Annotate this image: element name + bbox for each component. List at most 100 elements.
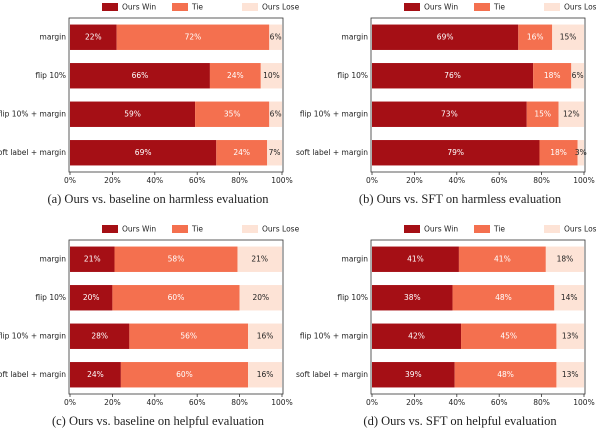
value-label: 39% bbox=[405, 370, 422, 379]
category-label: flip 10% bbox=[337, 293, 368, 302]
bar-segment bbox=[216, 140, 268, 166]
category-label: flip 10% bbox=[337, 71, 368, 80]
category-label: flip 10% bbox=[35, 293, 66, 302]
caption: (b) Ours vs. SFT on harmless evaluation bbox=[359, 192, 562, 206]
bar-segment bbox=[237, 246, 282, 272]
bar-segment bbox=[556, 323, 584, 349]
value-label: 21% bbox=[251, 254, 268, 263]
value-label: 73% bbox=[441, 109, 458, 118]
value-label: 35% bbox=[224, 109, 241, 118]
value-label: 24% bbox=[87, 370, 104, 379]
legend-label: Ours Lose bbox=[564, 225, 596, 234]
value-label: 6% bbox=[270, 109, 282, 118]
plot-frame bbox=[68, 17, 284, 173]
legend-swatch bbox=[102, 3, 118, 11]
legend-label: Ours Win bbox=[122, 225, 156, 234]
legend-swatch bbox=[474, 225, 490, 233]
bar-segment bbox=[239, 285, 282, 311]
bar-segment bbox=[372, 285, 453, 311]
bar-segment bbox=[556, 362, 584, 388]
bar-segment bbox=[267, 140, 282, 166]
x-tick-label: 20% bbox=[406, 176, 423, 185]
value-label: 20% bbox=[252, 293, 269, 302]
value-label: 58% bbox=[168, 254, 185, 263]
x-tick-label: 40% bbox=[146, 176, 163, 185]
value-label: 13% bbox=[562, 370, 579, 379]
value-label: 45% bbox=[500, 331, 517, 340]
x-tick-label: 100% bbox=[271, 176, 292, 185]
bar-segment bbox=[248, 362, 282, 388]
value-label: 48% bbox=[495, 293, 512, 302]
legend-label: Tie bbox=[493, 225, 505, 234]
value-label: 69% bbox=[437, 32, 454, 41]
value-label: 60% bbox=[176, 370, 193, 379]
bar-segment bbox=[114, 246, 238, 272]
x-tick-label: 60% bbox=[189, 398, 206, 407]
bar-segment bbox=[129, 323, 249, 349]
bar-segment bbox=[372, 24, 519, 50]
legend-swatch bbox=[404, 3, 420, 11]
value-label: 16% bbox=[527, 32, 544, 41]
bar-segment bbox=[120, 362, 249, 388]
value-label: 16% bbox=[257, 331, 274, 340]
value-label: 18% bbox=[550, 148, 567, 157]
value-label: 69% bbox=[135, 148, 152, 157]
bar-segment bbox=[372, 362, 455, 388]
bar-segment bbox=[70, 285, 113, 311]
bar-segment bbox=[461, 323, 557, 349]
bar-segment bbox=[269, 101, 282, 127]
bar-segment bbox=[554, 285, 584, 311]
bar-segment bbox=[70, 63, 210, 89]
bar-segment bbox=[269, 24, 282, 50]
value-label: 6% bbox=[572, 71, 584, 80]
value-label: 28% bbox=[91, 331, 108, 340]
category-label: flip 10% + margin bbox=[0, 331, 66, 340]
category-label: margin bbox=[342, 32, 369, 41]
category-label: flip 10% + margin bbox=[0, 109, 66, 118]
bar-segment bbox=[70, 323, 130, 349]
x-tick-label: 20% bbox=[406, 398, 423, 407]
value-label: 7% bbox=[269, 148, 281, 157]
value-label: 24% bbox=[233, 148, 250, 157]
bar-segment bbox=[260, 63, 282, 89]
bar-segment bbox=[545, 246, 584, 272]
x-tick-label: 40% bbox=[448, 176, 465, 185]
caption: (a) Ours vs. baseline on harmless evalua… bbox=[47, 192, 269, 206]
legend-swatch bbox=[404, 225, 420, 233]
bar-segment bbox=[452, 285, 555, 311]
value-label: 6% bbox=[270, 32, 282, 41]
legend-swatch bbox=[172, 225, 188, 233]
bar-segment bbox=[539, 140, 578, 166]
legend-swatch bbox=[242, 225, 258, 233]
bar-segment bbox=[372, 101, 527, 127]
bar-segment bbox=[209, 63, 261, 89]
x-tick-label: 40% bbox=[448, 398, 465, 407]
x-tick-label: 60% bbox=[189, 176, 206, 185]
bar-segment bbox=[372, 246, 459, 272]
legend-label: Tie bbox=[191, 225, 203, 234]
category-label: flip 10% + margin bbox=[300, 109, 368, 118]
bar-segment bbox=[533, 63, 572, 89]
value-label: 72% bbox=[185, 32, 202, 41]
value-label: 66% bbox=[132, 71, 149, 80]
category-label: flip 10% bbox=[35, 71, 66, 80]
value-label: 22% bbox=[85, 32, 102, 41]
category-label: margin bbox=[342, 254, 369, 263]
x-tick-label: 40% bbox=[146, 398, 163, 407]
bar-segment bbox=[558, 101, 584, 127]
legend-swatch bbox=[544, 3, 560, 11]
bar-segment bbox=[571, 63, 584, 89]
bar-segment bbox=[195, 101, 270, 127]
category-label: soft label + margin bbox=[296, 370, 368, 379]
value-label: 79% bbox=[447, 148, 464, 157]
legend-label: Tie bbox=[493, 3, 505, 12]
bar-segment bbox=[70, 24, 117, 50]
category-label: soft label + margin bbox=[0, 148, 66, 157]
category-label: flip 10% + margin bbox=[300, 331, 368, 340]
x-tick-label: 0% bbox=[64, 398, 76, 407]
legend-swatch bbox=[474, 3, 490, 11]
bar-segment bbox=[577, 140, 584, 166]
legend-swatch bbox=[544, 225, 560, 233]
bar-segment bbox=[70, 362, 121, 388]
